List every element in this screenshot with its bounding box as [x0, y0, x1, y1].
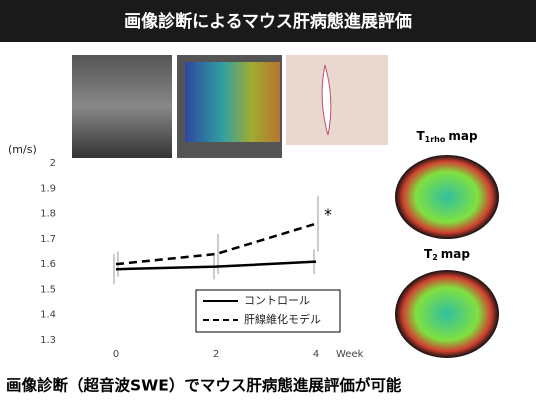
map-label-rest: map: [441, 247, 471, 261]
map-label-sub: 1rho: [425, 135, 446, 144]
series-line: [115, 222, 317, 266]
map-label: T2 map: [424, 247, 470, 262]
map-label-main: T: [416, 129, 425, 143]
legend-label: 肝線維化モデル: [244, 312, 321, 326]
y-tick-label: 1.5: [40, 284, 56, 295]
y-tick-label: 1.6: [40, 259, 56, 270]
y-tick-label: 1.9: [40, 183, 56, 194]
legend-box: [195, 289, 341, 333]
y-axis-label: (m/s): [8, 143, 37, 156]
map-label-rest: map: [448, 129, 478, 143]
header-title: 画像診断によるマウス肝病態進展評価: [124, 11, 412, 32]
map-label-sub: 2: [432, 253, 438, 262]
y-tick-label: 1.8: [40, 209, 56, 220]
y-tick-label: 1.7: [40, 234, 56, 245]
t2-map-image: [395, 270, 499, 358]
x-axis-label: Week: [336, 349, 364, 360]
ultrasound-image: [72, 55, 172, 158]
y-tick-label: 1.4: [40, 310, 56, 321]
header-band: [0, 0, 536, 42]
t1rho-map-image: [395, 155, 499, 239]
annotation: *: [324, 205, 332, 224]
y-tick-label: 2: [50, 158, 56, 169]
x-tick-label: 4: [313, 349, 319, 360]
map-label: T1rho map: [416, 129, 477, 144]
map-label-main: T: [424, 247, 433, 261]
histology-image: [286, 55, 388, 145]
swe-overlay: [185, 62, 280, 142]
legend-label: コントロール: [244, 294, 310, 307]
x-tick-label: 0: [113, 349, 119, 360]
y-tick-label: 1.3: [40, 335, 56, 346]
footer-text: 画像診断（超音波SWE）でマウス肝病態進展評価が可能: [6, 376, 402, 395]
x-tick-label: 2: [213, 349, 219, 360]
series-line: [115, 260, 317, 271]
histology-vessel: [321, 64, 332, 136]
